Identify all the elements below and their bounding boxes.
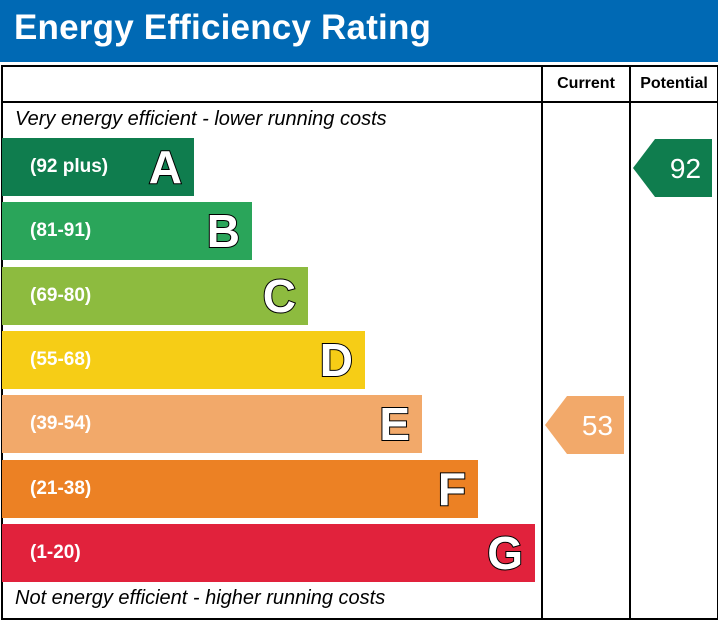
- page-title: Energy Efficiency Rating: [14, 8, 432, 47]
- band-letter: F: [437, 462, 467, 516]
- band-range-label: (81-91): [30, 220, 92, 241]
- band-range-label: (39-54): [30, 413, 92, 434]
- band-letter: D: [319, 333, 354, 387]
- column-header-potential: Potential: [640, 75, 708, 92]
- band-d: (55-68) D: [2, 331, 365, 389]
- column-header-current: Current: [557, 75, 615, 92]
- divider-current: [541, 65, 543, 618]
- band-e: (39-54) E: [2, 395, 422, 453]
- current-rating-shape: [545, 396, 624, 454]
- band-range-label: (69-80): [30, 285, 92, 306]
- band-range-label: (55-68): [30, 349, 92, 370]
- band-letter: E: [378, 397, 411, 451]
- divider-potential: [629, 65, 631, 618]
- band-a: (92 plus) A: [2, 138, 194, 196]
- band-letter: A: [148, 140, 183, 194]
- band-b: (81-91) B: [2, 202, 252, 260]
- note-bottom: Not energy efficient - higher running co…: [15, 587, 386, 609]
- header-divider: [1, 101, 717, 103]
- band-g: (1-20) G: [2, 524, 535, 582]
- current-rating-arrow: 53: [545, 396, 624, 454]
- band-range-label: (1-20): [30, 542, 81, 563]
- band-letter: C: [262, 269, 297, 323]
- current-rating-value: 53: [582, 410, 613, 441]
- band-c: (69-80) C: [2, 267, 308, 325]
- band-range-label: (92 plus): [30, 156, 109, 177]
- band-letter: G: [486, 526, 524, 580]
- band-letter: B: [206, 204, 241, 258]
- band-f: (21-38) F: [2, 460, 478, 518]
- potential-rating-shape: [633, 139, 712, 197]
- header-bar: Energy Efficiency Rating: [0, 0, 718, 62]
- potential-rating-arrow: 92: [633, 139, 712, 197]
- note-top: Very energy efficient - lower running co…: [15, 108, 387, 130]
- potential-rating-value: 92: [670, 153, 701, 184]
- band-range-label: (21-38): [30, 478, 92, 499]
